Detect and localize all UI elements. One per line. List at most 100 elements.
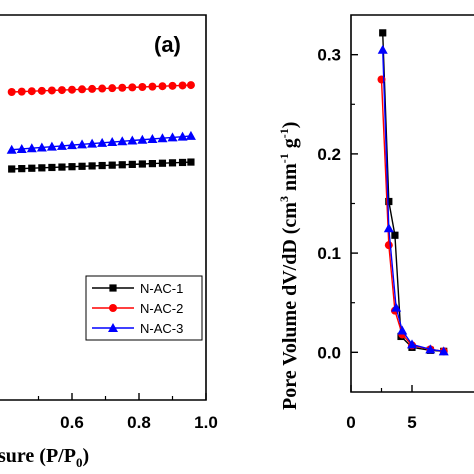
panel-a-series <box>6 81 196 173</box>
panel-a-xlabel-sub: 0 <box>76 455 83 470</box>
panel-b-data-point <box>383 223 394 233</box>
panel-b-data-point <box>391 302 402 312</box>
panel-a-data-point <box>68 85 76 94</box>
panel-a-data-point <box>47 86 56 95</box>
panel-a-xlabel-close: ) <box>82 445 89 467</box>
panel-b-ylabel-prefix: Pore Volume dV/dD (cm <box>279 202 301 410</box>
panel-a-x-tick-label: 0.6 <box>60 413 84 432</box>
panel-a-data-point <box>58 163 66 171</box>
panel-a-data-point <box>128 83 137 92</box>
panel-b-ylabel-sup3: -1 <box>277 128 291 138</box>
panel-a-data-point <box>88 162 96 170</box>
legend-item: N-AC-1 <box>92 281 183 296</box>
panel-a-data-point <box>78 85 87 94</box>
panel-a-data-point <box>8 165 16 173</box>
panel-a-data-point <box>108 84 117 93</box>
panel-a-data-point <box>148 82 157 91</box>
panel-a-data-point <box>17 87 26 96</box>
panel-a-data-point <box>107 137 118 147</box>
panel-a-data-point <box>56 140 67 150</box>
panel-b-ylabel-sup2: -1 <box>277 153 291 163</box>
panel-a-data-point <box>37 86 46 95</box>
panel-a-data-point <box>138 82 147 91</box>
panel-a-data-point <box>28 164 36 172</box>
panel-a-data-point <box>177 131 188 141</box>
panel-a-data-point <box>16 143 27 153</box>
panel-a-data-point <box>98 84 107 93</box>
panel-a-data-point <box>128 160 136 168</box>
panel-a-data-point <box>7 88 16 96</box>
panel-b-series-n-ac-3 <box>377 44 449 356</box>
panel-a-data-point <box>6 144 17 154</box>
legend-label: N-AC-1 <box>140 281 183 296</box>
panel-b-ylabel-sup1: 3 <box>277 196 291 202</box>
panel-a-data-point <box>157 133 168 143</box>
panel-a-data-point <box>158 159 167 167</box>
panel-b-data-point <box>391 231 399 239</box>
panel-b-data-point <box>425 344 436 354</box>
panel-b-data-point <box>407 339 417 349</box>
panel-a-data-point <box>87 138 98 148</box>
panel-a-frame <box>0 14 207 401</box>
legend-item: N-AC-3 <box>92 321 183 336</box>
panel-b-data-point <box>384 241 393 250</box>
panel-b-ylabel-suffix: ) <box>279 122 301 129</box>
panel-a-data-point <box>27 87 36 96</box>
panel-b-ylabel: Pore Volume dV/dD (cm3 nm-1 g-1) <box>277 122 301 410</box>
panel-a-data-point <box>117 136 128 146</box>
panel-a-data-point <box>137 134 148 144</box>
panel-a-data-point <box>186 81 195 90</box>
panel-b-ylabel-mid2: g <box>279 138 301 153</box>
panel-a-data-point <box>187 158 195 166</box>
panel-a-label: (a) <box>154 32 181 57</box>
panel-b-y-tick-label: 0.2 <box>317 145 341 164</box>
legend-label: N-AC-2 <box>140 301 183 316</box>
legend: N-AC-1 N-AC-2 N-AC-3 <box>85 275 203 341</box>
panel-a-x-tick-label: 1.0 <box>194 413 218 432</box>
panel-a-xlabel-text: sure (P/P <box>0 445 76 467</box>
panel-b-series-n-ac-1 <box>379 29 448 355</box>
legend-label: N-AC-3 <box>140 321 183 336</box>
panel-a-data-point <box>26 143 37 153</box>
panel-a-data-point <box>18 165 26 173</box>
panel-b-series <box>377 29 449 356</box>
panel-a-data-point <box>138 160 146 168</box>
panel-b-ylabel-mid: nm <box>279 163 301 196</box>
panel-b-y-ticks: 0.0 0.1 0.2 0.3 <box>317 46 358 362</box>
panel-a-x-tick-label: 0.8 <box>127 413 151 432</box>
panel-b-frame <box>350 14 474 393</box>
panel-a-data-point <box>68 163 76 171</box>
legend-marker <box>109 284 117 292</box>
panel-a-data-point <box>77 139 88 149</box>
panel-b-x-tick-label: 5 <box>407 413 416 432</box>
panel-a-data-point <box>88 84 97 93</box>
panel-a-data-point <box>185 130 196 140</box>
panel-a-data-point <box>98 161 106 170</box>
panel-a-data-point <box>67 140 77 150</box>
panel-b-data-point <box>397 325 408 335</box>
panel-a-data-point <box>178 81 187 90</box>
panel-a-data-point <box>127 135 138 145</box>
panel-a-data-point <box>168 159 177 167</box>
panel-a-data-point <box>57 86 66 95</box>
panel-b-y-tick-label: 0.0 <box>317 343 341 362</box>
panel-a-x-ticks: 0.6 0.8 1.0 <box>37 393 218 432</box>
panel-a-data-point <box>147 133 158 143</box>
panel-b-data-point <box>377 44 388 54</box>
panel-a-data-point <box>178 158 187 167</box>
panel-b-y-tick-label: 0.1 <box>317 244 341 263</box>
panel-a-data-point <box>118 161 126 169</box>
panel-a-xlabel: sure (P/P0) <box>0 445 89 470</box>
panel-a-data-point <box>118 83 127 92</box>
panel-b-data-point <box>385 197 393 206</box>
panel-a-series-n-ac-2 <box>7 81 195 96</box>
legend-item: N-AC-2 <box>92 301 183 316</box>
panel-a-data-point <box>78 162 86 170</box>
legend-marker <box>109 304 117 312</box>
panel-a-data-point <box>168 81 177 90</box>
panel-a-data-point <box>148 160 156 168</box>
panel-a-data-point <box>97 137 108 147</box>
